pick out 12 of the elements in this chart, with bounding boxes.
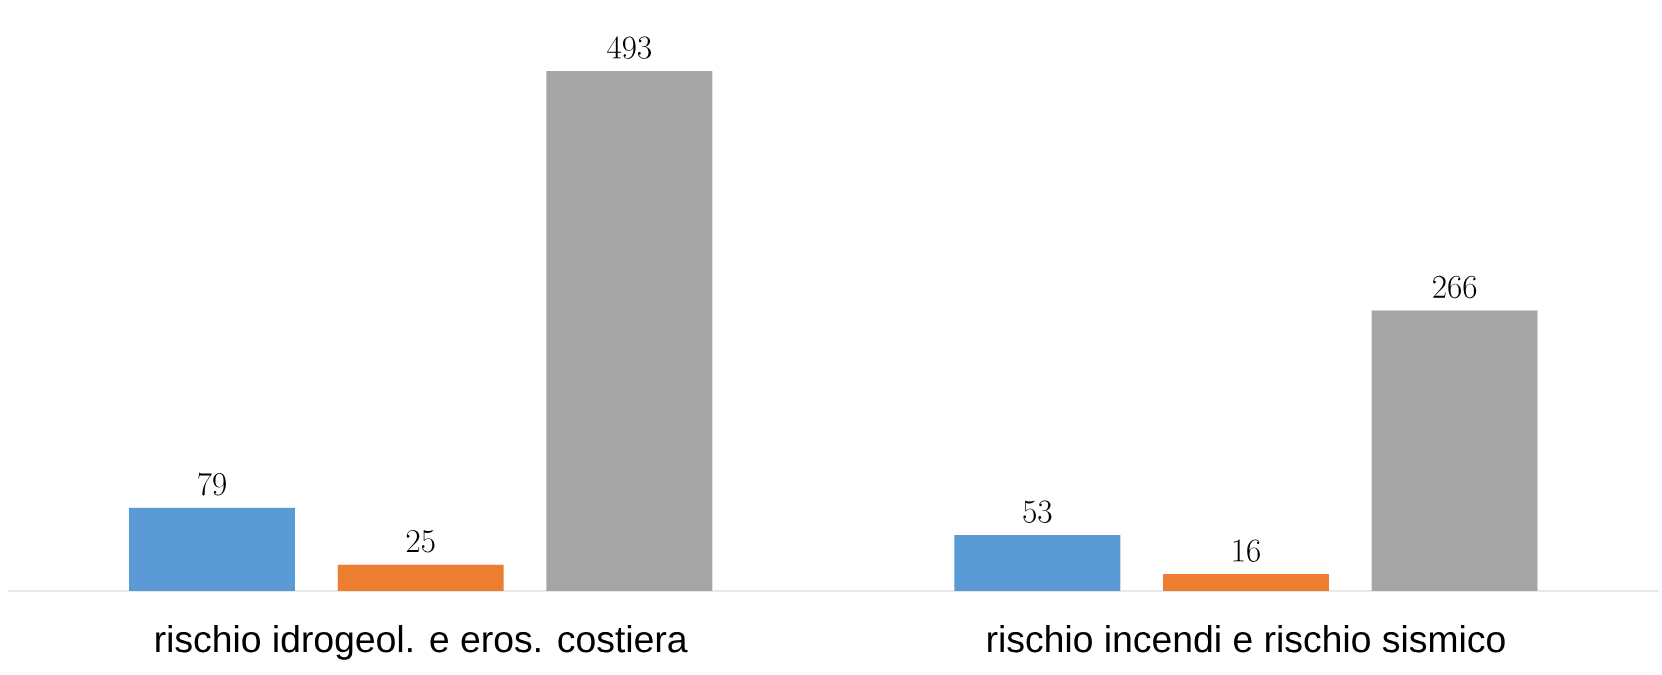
bar xyxy=(1162,574,1329,591)
bar xyxy=(954,535,1121,591)
data-label: 493 xyxy=(607,36,651,59)
data-label: 25 xyxy=(406,530,435,553)
data-label: 16 xyxy=(1233,539,1260,562)
x-tick-label: rischio idrogeol. e eros. costiera xyxy=(156,625,688,660)
x-tick-label: rischio incendi e rischio sismico xyxy=(988,625,1505,653)
bar xyxy=(129,507,295,591)
data-label: 79 xyxy=(198,472,226,496)
data-label: 53 xyxy=(1023,500,1052,523)
bar xyxy=(337,564,504,591)
data-label: 266 xyxy=(1433,275,1477,299)
